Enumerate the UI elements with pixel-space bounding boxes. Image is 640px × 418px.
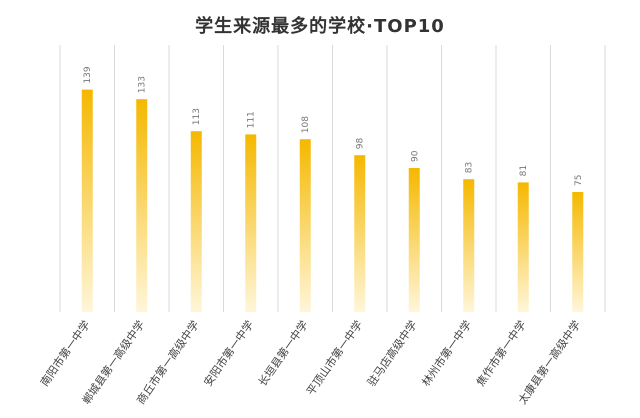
gridlines [59,45,606,312]
bar [299,139,311,312]
bar [408,168,420,312]
category-label: 焦作市第一中学 [473,318,529,389]
bar [463,179,475,312]
value-label: 139 [83,66,93,83]
category-label: 太康县第一高级中学 [515,318,583,407]
category-label: 商丘市第一高级中学 [133,318,201,407]
bar [354,155,366,312]
category-label: 南阳市第一中学 [37,318,93,389]
value-label: 83 [465,162,475,173]
value-label: 75 [574,175,584,186]
bar [81,89,93,312]
value-labels: 139 133 113 111 108 98 90 83 81 75 [83,66,584,186]
bar [190,131,202,312]
chart-title: 学生来源最多的学校·TOP10 [195,16,445,37]
value-label: 98 [356,137,366,149]
value-label: 108 [301,116,311,133]
value-label: 113 [192,108,202,125]
value-label: 133 [138,76,148,93]
category-label: 林州市第一中学 [419,318,475,389]
category-label: 安阳市第一中学 [201,318,257,389]
value-label: 90 [410,150,420,162]
value-label: 111 [247,111,257,128]
bar [245,134,257,312]
category-label: 平顶山市第一中学 [303,318,365,398]
bar [136,99,148,312]
category-label: 驻马店高级中学 [364,318,420,389]
bar [517,182,529,312]
bars [81,89,584,312]
bar [572,192,584,312]
value-label: 81 [519,165,529,176]
category-label: 长垣县第一中学 [255,318,311,389]
category-label: 郸城县第一高级中学 [79,318,147,407]
